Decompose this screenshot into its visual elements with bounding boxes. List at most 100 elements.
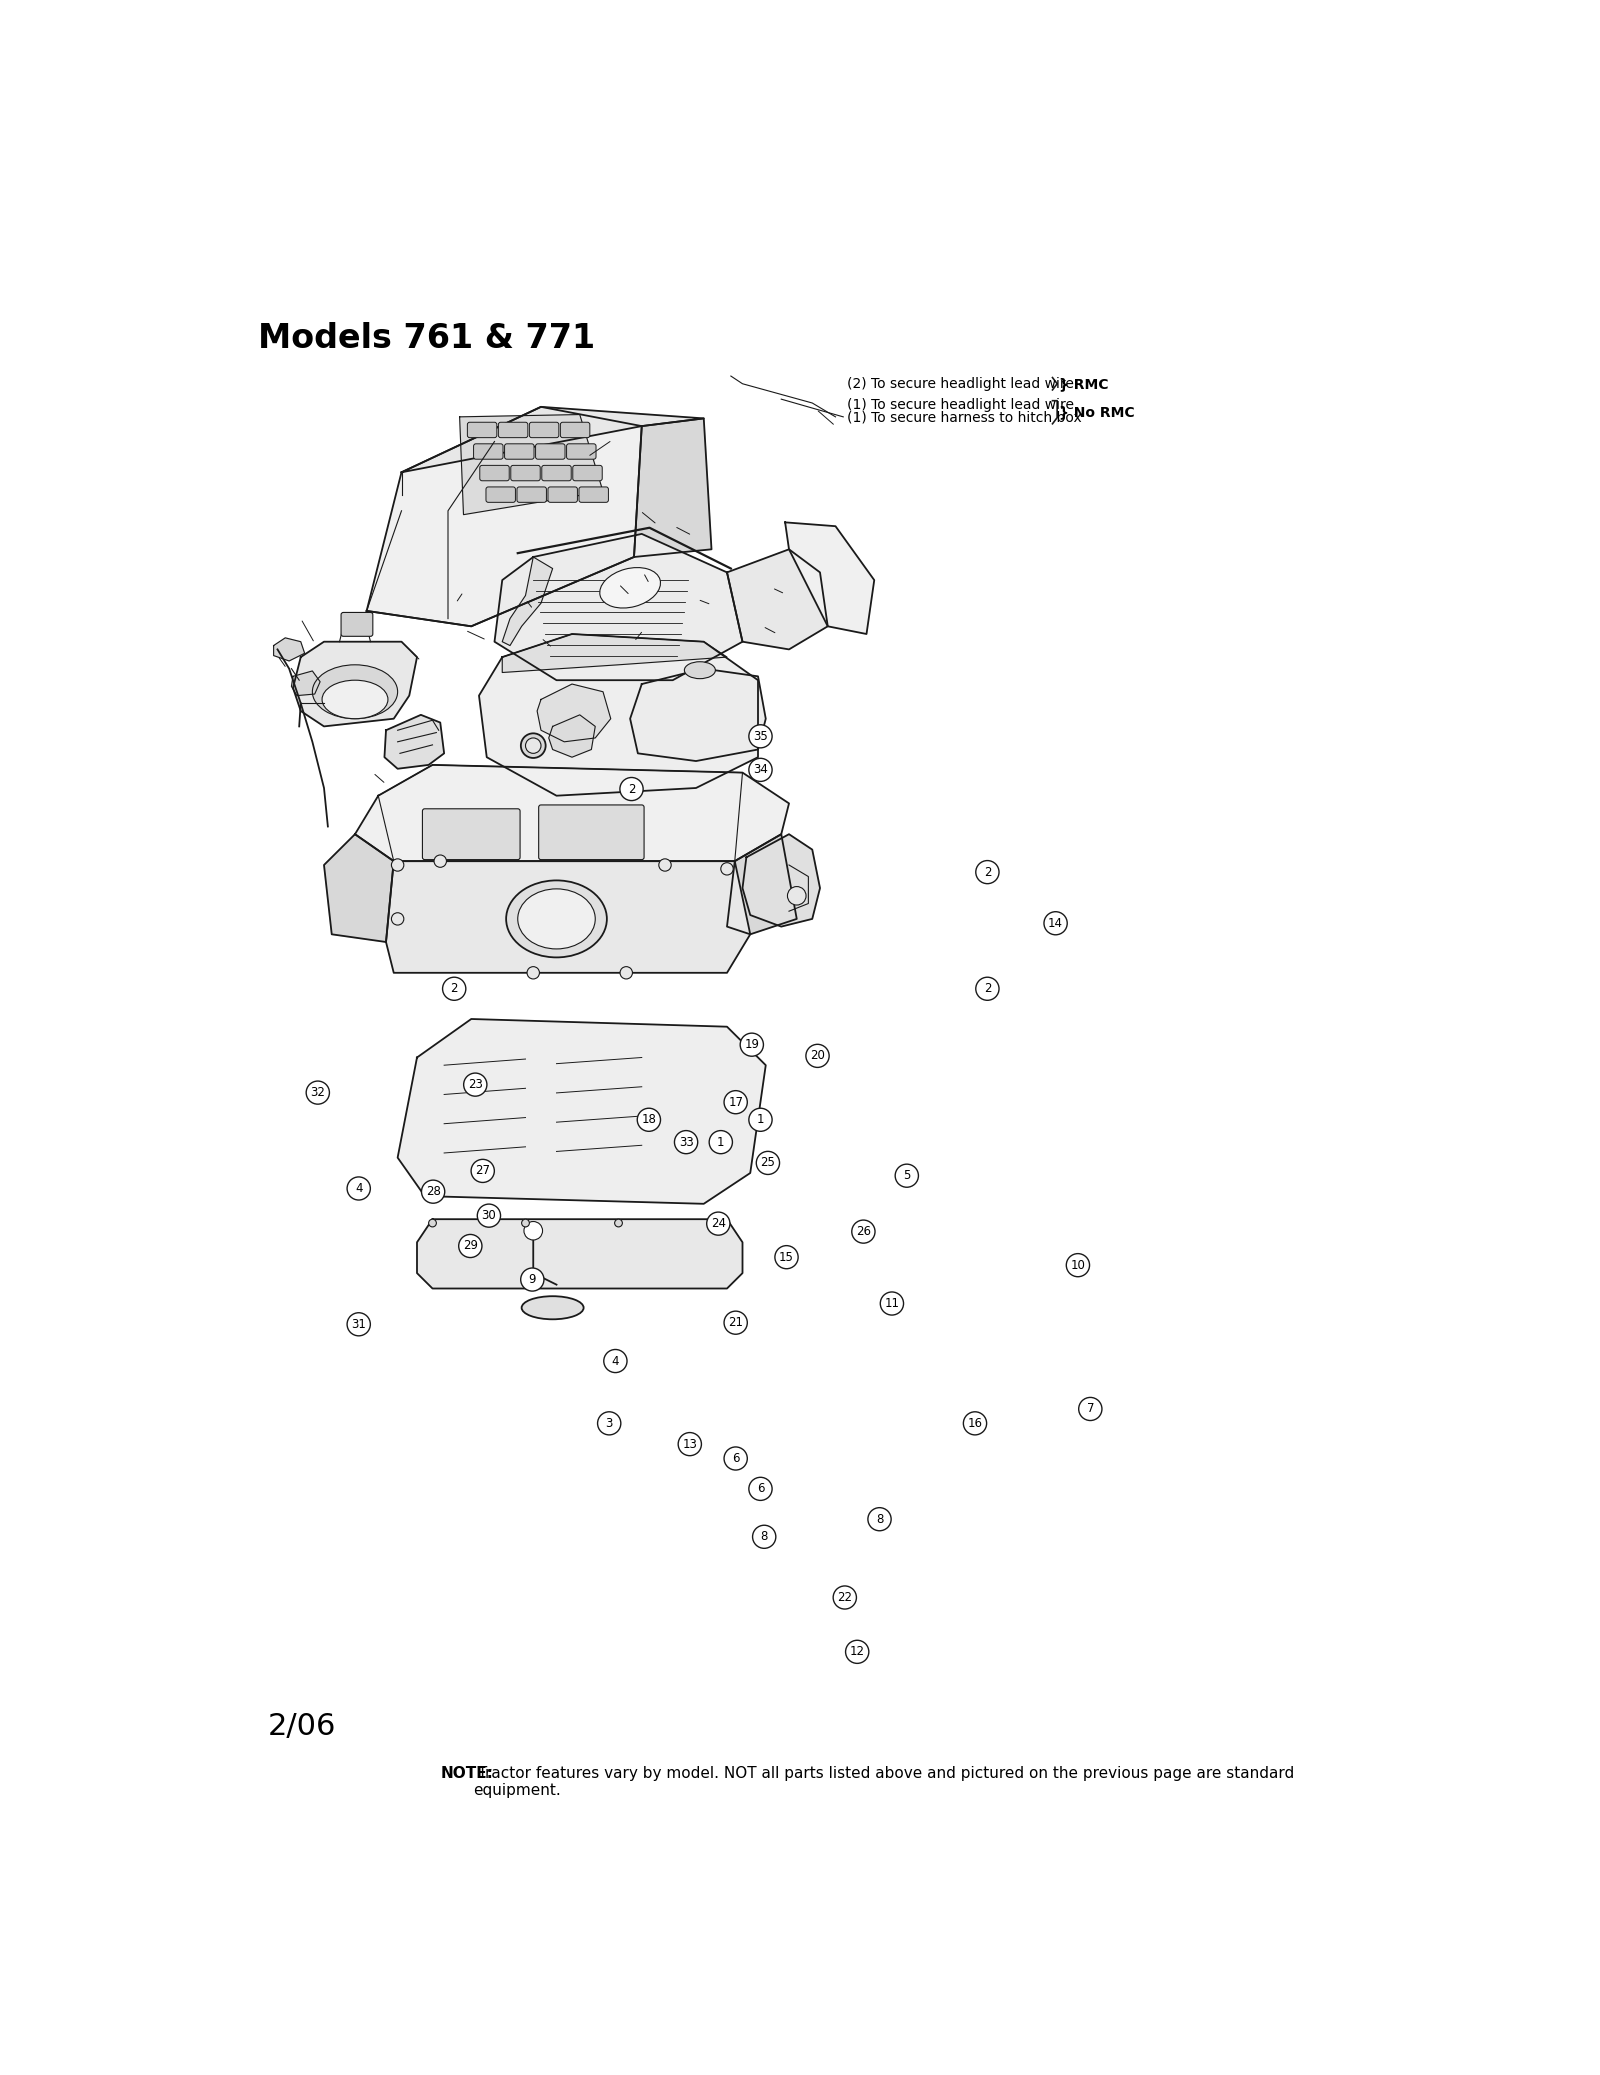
Text: 8: 8 (760, 1529, 768, 1544)
FancyBboxPatch shape (486, 488, 515, 502)
Polygon shape (402, 407, 704, 473)
Circle shape (741, 1033, 763, 1056)
Polygon shape (786, 523, 874, 635)
Text: 13: 13 (682, 1438, 698, 1450)
Text: (1) To secure harness to hitch box: (1) To secure harness to hitch box (846, 411, 1082, 425)
Polygon shape (398, 1019, 766, 1203)
Circle shape (470, 1160, 494, 1183)
Text: 24: 24 (710, 1218, 726, 1230)
FancyBboxPatch shape (579, 488, 608, 502)
Ellipse shape (506, 880, 606, 957)
Text: 28: 28 (426, 1185, 440, 1197)
Circle shape (749, 1108, 773, 1131)
Text: 19: 19 (744, 1038, 760, 1052)
Text: 2: 2 (451, 981, 458, 996)
Circle shape (459, 1235, 482, 1257)
Circle shape (725, 1091, 747, 1114)
Polygon shape (459, 415, 603, 515)
Circle shape (749, 757, 773, 782)
FancyBboxPatch shape (517, 488, 547, 502)
Text: 10: 10 (1070, 1260, 1085, 1272)
Polygon shape (418, 1220, 742, 1289)
Circle shape (709, 1131, 733, 1154)
Circle shape (757, 1152, 779, 1174)
Text: 17: 17 (728, 1096, 742, 1108)
Polygon shape (726, 550, 827, 649)
Text: (2) To secure headlight lead wire: (2) To secure headlight lead wire (846, 378, 1074, 390)
FancyBboxPatch shape (536, 444, 565, 459)
Circle shape (725, 1446, 747, 1469)
Circle shape (392, 859, 403, 872)
FancyBboxPatch shape (422, 809, 520, 859)
Circle shape (880, 1293, 904, 1316)
Circle shape (894, 1164, 918, 1187)
Text: 20: 20 (810, 1050, 826, 1062)
FancyBboxPatch shape (341, 612, 373, 637)
Text: 34: 34 (754, 764, 768, 776)
FancyBboxPatch shape (498, 421, 528, 438)
Circle shape (621, 967, 632, 979)
Ellipse shape (518, 888, 595, 948)
Circle shape (347, 1313, 370, 1336)
Circle shape (619, 778, 643, 801)
Circle shape (1043, 911, 1067, 936)
Circle shape (522, 1220, 530, 1226)
Text: 2: 2 (627, 782, 635, 795)
Circle shape (526, 967, 539, 979)
Circle shape (749, 1477, 773, 1500)
Text: 7: 7 (1086, 1403, 1094, 1415)
FancyBboxPatch shape (547, 488, 578, 502)
Text: 2: 2 (984, 981, 990, 996)
Text: 25: 25 (760, 1156, 776, 1170)
Text: 8: 8 (875, 1513, 883, 1525)
Circle shape (678, 1432, 701, 1457)
Ellipse shape (600, 569, 661, 608)
Circle shape (637, 1108, 661, 1131)
Text: 12: 12 (850, 1645, 864, 1658)
Text: 29: 29 (462, 1239, 478, 1253)
FancyBboxPatch shape (504, 444, 534, 459)
Text: 5: 5 (902, 1168, 910, 1183)
Circle shape (659, 859, 672, 872)
Polygon shape (366, 407, 642, 627)
FancyBboxPatch shape (539, 805, 645, 859)
Polygon shape (538, 685, 611, 741)
Polygon shape (386, 861, 750, 973)
Circle shape (421, 1181, 445, 1204)
Circle shape (774, 1245, 798, 1268)
Text: 2: 2 (984, 865, 990, 878)
FancyBboxPatch shape (474, 444, 502, 459)
Polygon shape (274, 637, 304, 662)
FancyBboxPatch shape (566, 444, 597, 459)
Polygon shape (478, 635, 758, 795)
Polygon shape (384, 716, 445, 768)
Circle shape (347, 1177, 370, 1199)
Text: 21: 21 (728, 1316, 742, 1330)
Text: 4: 4 (611, 1355, 619, 1367)
Circle shape (707, 1212, 730, 1235)
Ellipse shape (522, 1297, 584, 1320)
Polygon shape (502, 635, 726, 672)
Circle shape (749, 724, 773, 747)
Text: 2/06: 2/06 (269, 1712, 336, 1741)
Text: } No RMC: } No RMC (1059, 405, 1134, 419)
Ellipse shape (312, 664, 398, 718)
Text: 1: 1 (757, 1114, 765, 1127)
Circle shape (976, 861, 998, 884)
FancyBboxPatch shape (510, 465, 541, 481)
Circle shape (851, 1220, 875, 1243)
Polygon shape (293, 641, 418, 726)
Circle shape (725, 1311, 747, 1334)
Polygon shape (355, 766, 789, 861)
Polygon shape (323, 834, 394, 942)
Text: 14: 14 (1048, 917, 1062, 930)
FancyBboxPatch shape (467, 421, 498, 438)
Polygon shape (726, 834, 797, 934)
Text: 27: 27 (475, 1164, 490, 1177)
Circle shape (477, 1204, 501, 1226)
Ellipse shape (322, 681, 387, 718)
FancyBboxPatch shape (560, 421, 590, 438)
Circle shape (429, 1220, 437, 1226)
Text: 23: 23 (467, 1079, 483, 1091)
Circle shape (614, 1220, 622, 1226)
